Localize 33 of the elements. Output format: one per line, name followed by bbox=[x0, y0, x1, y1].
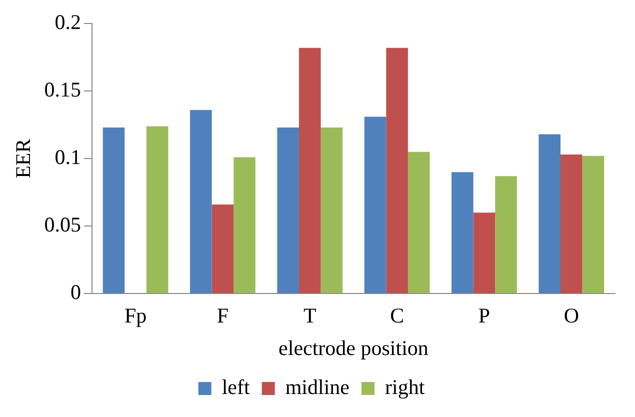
y-tick-label: 0.1 bbox=[54, 145, 81, 170]
bar bbox=[495, 176, 517, 294]
bar bbox=[364, 116, 386, 294]
y-tick-label: 0.15 bbox=[44, 78, 81, 102]
y-tick-label: 0.05 bbox=[44, 212, 81, 237]
bar bbox=[452, 172, 474, 294]
bar bbox=[102, 128, 125, 294]
legend-label: right bbox=[384, 375, 425, 400]
bar bbox=[298, 48, 321, 294]
bar bbox=[538, 134, 561, 294]
bar bbox=[473, 212, 496, 294]
y-tick-label: 0 bbox=[70, 280, 81, 304]
legend-label: midline bbox=[285, 375, 350, 400]
x-tick-label: O bbox=[564, 304, 579, 328]
legend-label: left bbox=[222, 375, 250, 400]
bar bbox=[234, 157, 256, 294]
y-tick-label: 0.2 bbox=[54, 10, 81, 34]
bar bbox=[582, 156, 604, 294]
bar bbox=[386, 48, 408, 294]
x-tick-label: P bbox=[478, 304, 490, 328]
y-axis-title: EER bbox=[11, 138, 36, 178]
x-tick-label: T bbox=[303, 304, 316, 328]
x-axis-title: electrode position bbox=[278, 336, 429, 360]
bar bbox=[146, 126, 168, 294]
x-tick-label: C bbox=[390, 304, 404, 328]
x-tick-label: Fp bbox=[124, 304, 147, 328]
bar bbox=[190, 110, 212, 294]
x-tick-label: F bbox=[216, 304, 229, 328]
bar bbox=[408, 152, 430, 294]
bar bbox=[320, 128, 343, 294]
bar bbox=[560, 154, 582, 294]
bar bbox=[277, 128, 299, 294]
bar bbox=[212, 204, 234, 294]
